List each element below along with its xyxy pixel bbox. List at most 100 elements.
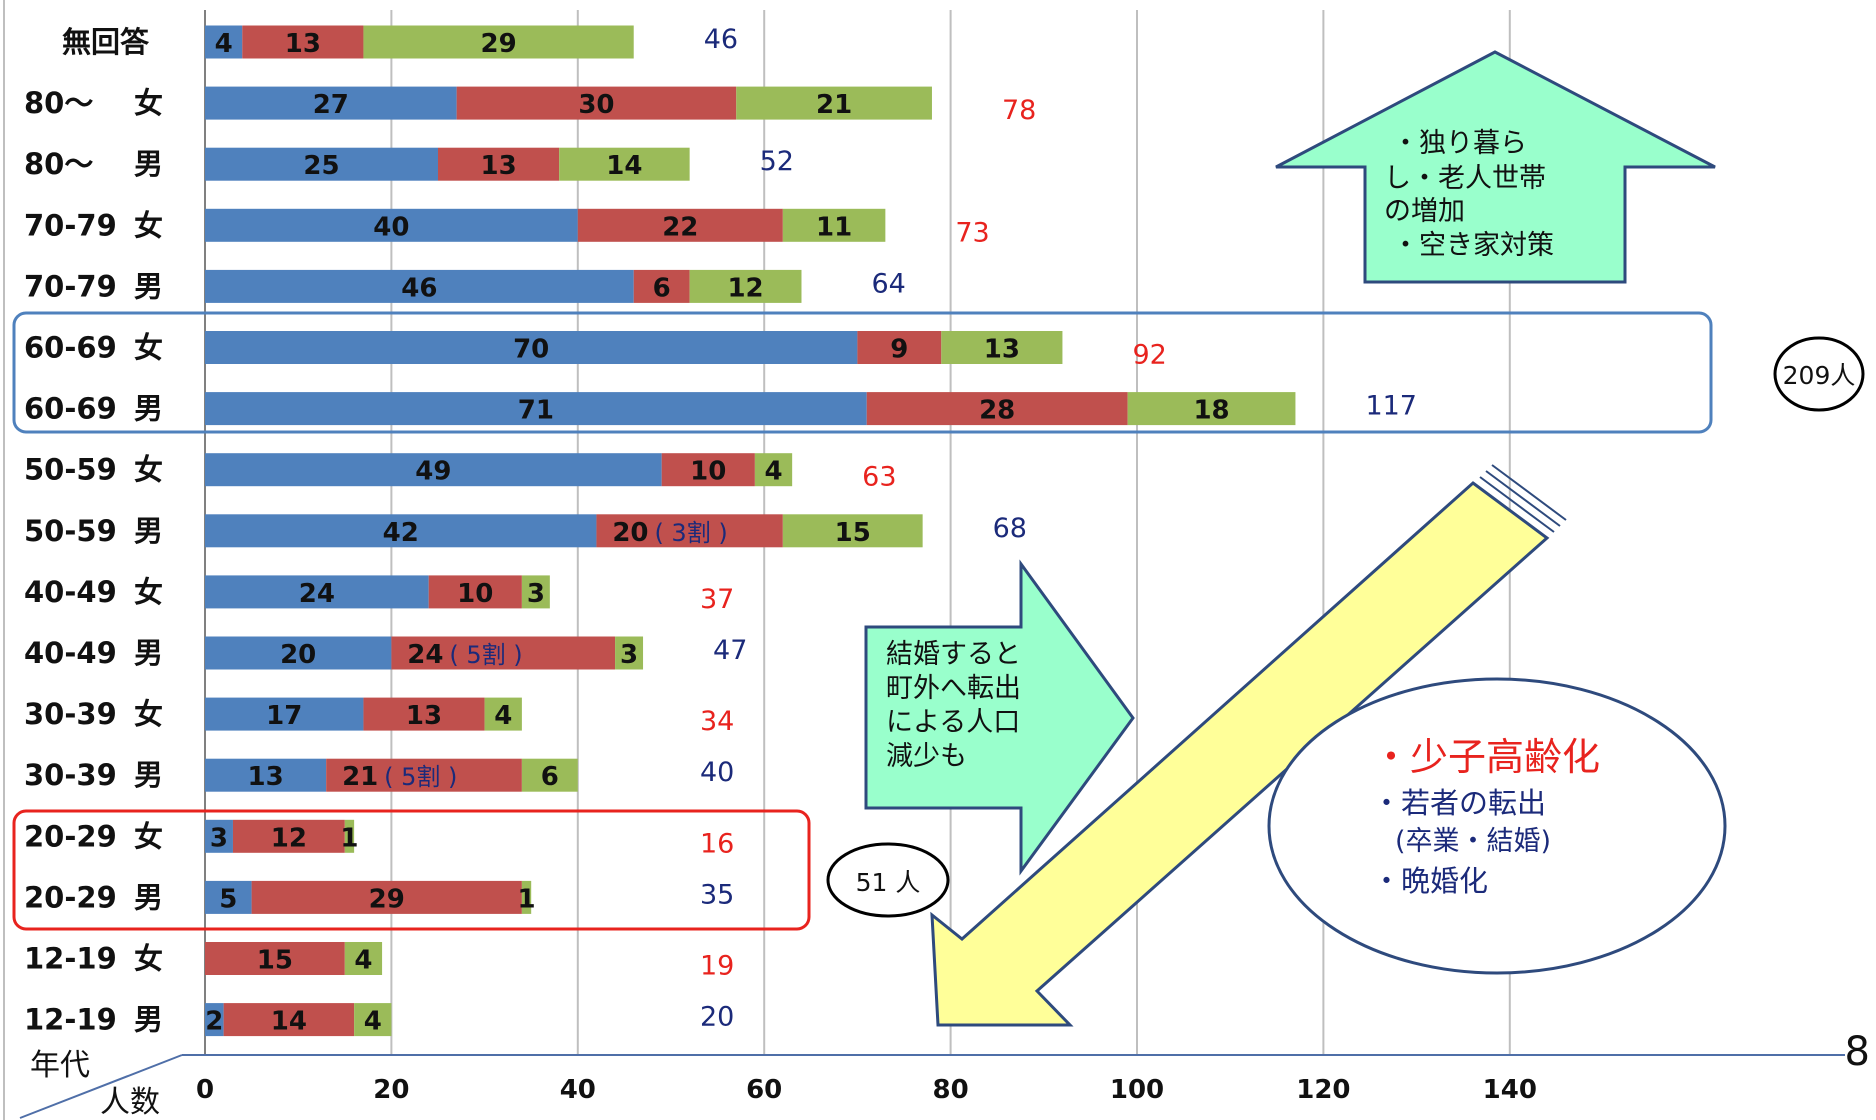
bar-segment-r15-s2	[344, 942, 383, 975]
bar-label-r6-s1: 28	[979, 396, 1015, 426]
bar-label-r3-s2: 11	[816, 212, 852, 242]
category-label-6: 60-69 男	[24, 392, 163, 426]
bar-segment-r8-s0	[205, 514, 597, 548]
category-label-1: 80〜女	[24, 86, 163, 120]
bar-label-r2-s0: 25	[303, 151, 339, 181]
total-60s-ellipse	[1773, 336, 1865, 412]
bar-label-r4-s0: 46	[401, 273, 437, 303]
category-label-12: 30-39 男	[24, 758, 163, 792]
row-total-8: 68	[993, 513, 1027, 544]
bar-label-r8-s2: 15	[835, 518, 871, 548]
bar-segment-r10-s2	[615, 636, 644, 670]
bar-label-r1-s1: 30	[578, 90, 614, 120]
x-tick-100: 100	[1110, 1075, 1164, 1105]
bar-segment-r13-s1	[232, 819, 345, 853]
bar-segment-r0-s0	[205, 25, 243, 59]
bar-label-r9-s1: 10	[457, 579, 493, 609]
bar-label-r10-s2: 3	[620, 640, 638, 670]
bar-label-r13-s0: 3	[210, 823, 228, 853]
category-label-7: 50-59 女	[24, 453, 163, 487]
bar-segment-r11-s0	[205, 697, 364, 731]
row-total-13: 16	[700, 828, 734, 859]
bar-label-r8-s0: 42	[383, 518, 419, 548]
bar-label-r2-s1: 13	[480, 151, 516, 181]
bar-segment-r12-s0	[205, 758, 327, 792]
category-label-10: 40-49 男	[24, 636, 163, 670]
bar-label-r5-s2: 13	[984, 335, 1020, 365]
bar-label-r7-s2: 4	[764, 457, 782, 487]
bar-label-r11-s2: 4	[494, 701, 512, 731]
bar-segment-r4-s1	[633, 269, 690, 303]
category-label-9: 40-49 女	[24, 575, 163, 609]
row-totals: 46 78 52 73 64 92 117 63 68 37 47 34 40 16 35 19 20	[700, 24, 1417, 1033]
bar-segment-r5-s0	[205, 331, 858, 364]
highlight-box-60s	[12, 311, 1713, 434]
bar-segment-r6-s1	[866, 392, 1128, 426]
bar-note-r8: ( 3割 )	[654, 519, 727, 547]
right-arrow-line-3: による人口	[886, 707, 1020, 738]
category-label-8: 50-59 男	[24, 514, 163, 548]
bar-label-r15-s2: 4	[354, 946, 372, 976]
row-total-10: 47	[713, 635, 747, 666]
category-label-4: 70-79 男	[24, 269, 163, 303]
bar-segment-r0-s1	[242, 25, 364, 59]
diagonal-arrow-shape	[930, 481, 1550, 1027]
category-label-2: 80〜男	[24, 147, 163, 181]
bar-label-r15-s1: 15	[257, 946, 293, 976]
category-label-15: 12-19 女	[24, 942, 163, 976]
category-label-13: 20-29 女	[24, 819, 163, 853]
row-total-4: 64	[871, 268, 905, 299]
bar-segment-r2-s1	[438, 147, 560, 181]
row-total-0: 46	[704, 24, 738, 55]
bar-label-r0-s2: 29	[480, 29, 516, 59]
row-total-6: 117	[1365, 391, 1417, 422]
bar-label-r14-s1: 29	[369, 884, 405, 914]
category-label-0: 無回答	[62, 25, 150, 59]
summary-line-2: (卒業・結婚)	[1395, 826, 1551, 857]
bar-label-r14-s0: 5	[219, 884, 237, 914]
bar-segment-r9-s2	[521, 575, 550, 609]
row-total-1: 78	[1002, 95, 1036, 126]
bar-segment-r13-s2	[344, 819, 355, 853]
bar-segment-r6-s0	[205, 392, 867, 426]
bar-label-r16-s2: 4	[364, 1007, 382, 1037]
total-20s-label: 51 人	[856, 868, 921, 897]
bar-segment-r8-s1	[596, 514, 783, 548]
total-20s-ellipse	[826, 842, 950, 918]
row-total-12: 40	[700, 757, 734, 788]
bar-label-r10-s0: 20	[280, 640, 316, 670]
page-number: 8	[1845, 1029, 1870, 1075]
up-arrow-line-3: の増加	[1384, 196, 1465, 227]
bar-label-r11-s1: 13	[406, 701, 442, 731]
bar-segment-r3-s0	[205, 208, 578, 242]
bar-label-r12-s2: 6	[541, 762, 559, 792]
highlight-box-20s	[12, 809, 811, 931]
bar-segment-r1-s1	[456, 86, 737, 120]
x-tick-80: 80	[933, 1075, 969, 1105]
bar-label-r12-s0: 13	[247, 762, 283, 792]
bar-label-r1-s0: 27	[313, 90, 349, 120]
category-labels: 無回答 80〜 女 80〜 男 70-79 女 70-79 男 60-69 女 60-69 男 50-59…	[24, 25, 163, 1037]
row-total-2: 52	[760, 146, 794, 177]
row-total-9: 37	[700, 584, 734, 615]
diagonal-arrow-tail-stripes	[1479, 464, 1567, 533]
bar-label-r6-s0: 71	[518, 396, 554, 426]
bar-segment-r0-s2	[363, 25, 634, 59]
bar-segment-r3-s1	[577, 208, 783, 242]
bar-segment-r10-s0	[205, 636, 392, 670]
bar-segment-r1-s2	[736, 86, 932, 120]
right-arrow-line-2: 町外へ転出	[886, 673, 1021, 704]
x-tick-140: 140	[1483, 1075, 1537, 1105]
bar-segment-r7-s1	[661, 453, 755, 487]
category-label-14: 20-29 男	[24, 880, 163, 914]
bar-segment-r10-s1	[391, 636, 616, 670]
bar-segment-r16-s0	[205, 1003, 224, 1037]
bar-label-r3-s1: 22	[662, 212, 698, 242]
bar-label-r6-s2: 18	[1193, 396, 1229, 426]
bar-label-r1-s2: 21	[816, 90, 852, 120]
bar-label-r14-s2: 1	[517, 884, 535, 914]
x-tick-120: 120	[1296, 1075, 1350, 1105]
category-label-5: 60-69 女	[24, 331, 163, 365]
bar-segment-r8-s2	[782, 514, 923, 548]
